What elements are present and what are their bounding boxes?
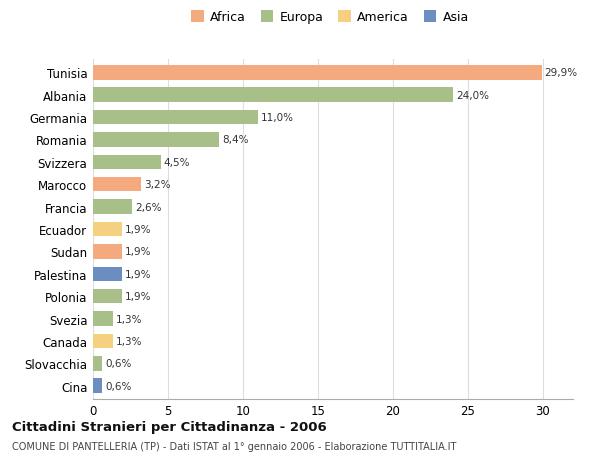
Bar: [93, 267, 121, 281]
Bar: [93, 334, 113, 348]
Text: 1,9%: 1,9%: [125, 269, 151, 279]
Text: 2,6%: 2,6%: [135, 202, 161, 212]
Bar: [93, 200, 132, 214]
Text: 1,9%: 1,9%: [125, 247, 151, 257]
Bar: [93, 133, 219, 147]
Text: 1,9%: 1,9%: [125, 224, 151, 235]
Text: 24,0%: 24,0%: [456, 90, 489, 101]
Bar: [93, 88, 453, 103]
Text: 0,6%: 0,6%: [105, 358, 131, 369]
Bar: [93, 356, 102, 371]
Bar: [93, 155, 161, 170]
Text: 3,2%: 3,2%: [144, 180, 170, 190]
Text: 1,3%: 1,3%: [115, 314, 142, 324]
Bar: [93, 111, 258, 125]
Text: Cittadini Stranieri per Cittadinanza - 2006: Cittadini Stranieri per Cittadinanza - 2…: [12, 420, 327, 433]
Text: 8,4%: 8,4%: [222, 135, 248, 145]
Text: 1,9%: 1,9%: [125, 291, 151, 302]
Text: COMUNE DI PANTELLERIA (TP) - Dati ISTAT al 1° gennaio 2006 - Elaborazione TUTTIT: COMUNE DI PANTELLERIA (TP) - Dati ISTAT …: [12, 441, 457, 451]
Bar: [93, 178, 141, 192]
Text: 0,6%: 0,6%: [105, 381, 131, 391]
Bar: [93, 312, 113, 326]
Bar: [93, 379, 102, 393]
Text: 29,9%: 29,9%: [545, 68, 578, 78]
Bar: [93, 245, 121, 259]
Bar: [93, 289, 121, 304]
Bar: [93, 222, 121, 237]
Legend: Africa, Europa, America, Asia: Africa, Europa, America, Asia: [186, 6, 474, 29]
Text: 4,5%: 4,5%: [163, 157, 190, 168]
Text: 1,3%: 1,3%: [115, 336, 142, 346]
Text: 11,0%: 11,0%: [261, 113, 294, 123]
Bar: [93, 66, 542, 80]
